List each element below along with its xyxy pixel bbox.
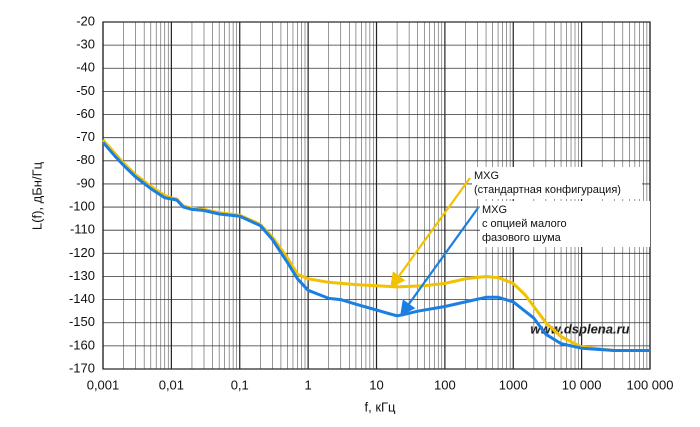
y-tick-label: -20 <box>76 13 95 28</box>
annotation-text: с опцией малого <box>482 218 567 230</box>
annotation-text: MXG <box>482 204 507 216</box>
y-tick-label: -150 <box>69 314 95 329</box>
annotation-bg <box>472 167 642 199</box>
x-tick-label: 1000 <box>499 377 528 392</box>
y-tick-label: -160 <box>69 337 95 352</box>
y-tick-label: -40 <box>76 60 95 75</box>
y-axis-label: L(f), дБн/Гц <box>29 161 44 230</box>
annotation-arrow <box>390 177 471 289</box>
annotation-text: фазового шума <box>482 232 562 244</box>
x-tick-label: 100 <box>434 377 456 392</box>
y-tick-label: -130 <box>69 268 95 283</box>
annotation-arrow <box>400 207 479 317</box>
x-axis-label: f, кГц <box>364 399 396 414</box>
annotation-text: (стандартная конфигурация) <box>474 184 621 196</box>
x-tick-label: 0,01 <box>159 377 184 392</box>
annotation-text: MXG <box>474 170 499 182</box>
y-tick-label: -110 <box>70 222 95 237</box>
y-tick-label: -60 <box>76 106 95 121</box>
annotation-bg <box>480 201 650 247</box>
x-tick-label: 1 <box>305 377 312 392</box>
y-tick-label: -50 <box>76 83 95 98</box>
x-tick-label: 100 000 <box>627 377 674 392</box>
y-tick-label: -140 <box>69 291 95 306</box>
plot-frame <box>102 21 651 370</box>
line-series <box>101 141 650 352</box>
x-tick-label: 0,1 <box>231 377 249 392</box>
y-tick-label: -100 <box>69 199 95 214</box>
x-tick-label: 10 <box>369 377 383 392</box>
x-tick-label: 0,001 <box>87 377 120 392</box>
x-tick-label: 10 000 <box>562 377 602 392</box>
y-tick-label: -70 <box>76 129 95 144</box>
y-tick-label: -80 <box>76 152 95 167</box>
y-tick-label: -90 <box>76 175 95 190</box>
y-tick-label: -170 <box>69 360 95 375</box>
y-tick-label: -30 <box>76 37 95 52</box>
y-tick-label: -120 <box>69 245 95 260</box>
